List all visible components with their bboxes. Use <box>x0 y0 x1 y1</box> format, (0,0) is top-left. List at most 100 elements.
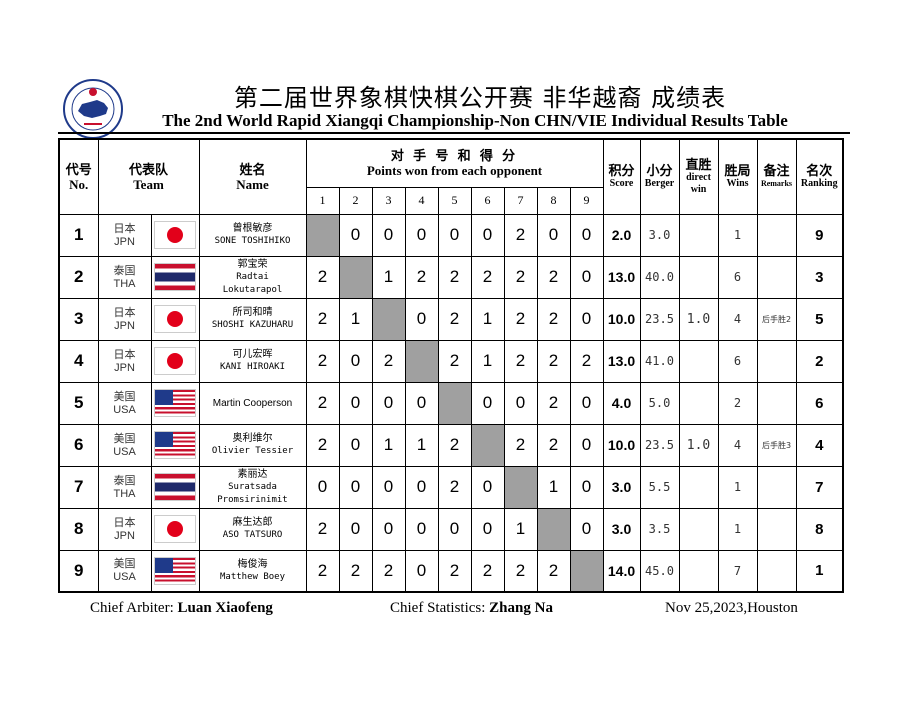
points-cell: 2 <box>305 297 340 341</box>
points-cell: 2 <box>437 339 472 383</box>
results-table: 代号 No. 代表队 Team 姓名 Name 对 手 号 和 得 分 Points … <box>58 138 844 593</box>
score-cell: 13.0 <box>602 255 641 299</box>
remarks-cell <box>756 213 797 257</box>
header-wins: 胜局 Wins <box>717 138 758 215</box>
direct-win-cell <box>678 465 719 509</box>
player-row: 8 日本 JPN 麻生达郎 ASO TATSURO 2 0 0 0 0 0 1 0 3.0 3.5 1 8 <box>58 507 844 551</box>
berger-cell: 41.0 <box>639 339 680 383</box>
player-name-cn: 所司和晴 <box>232 307 273 318</box>
player-number: 1 <box>58 213 99 257</box>
points-cell: 2 <box>338 549 373 593</box>
chief-statistics: Chief Statistics: Zhang Na <box>390 600 553 616</box>
wins-cell: 6 <box>717 255 758 299</box>
thailand-flag <box>154 263 196 291</box>
team-name-cn: 日本 <box>113 347 136 361</box>
player-row: 3 日本 JPN 所司和晴 SHOSHI KAZUHARU 2 1 0 2 1 2 2 0 10.0 23.… <box>58 297 844 341</box>
flag-cell <box>150 339 200 383</box>
points-cell: 1 <box>536 465 571 509</box>
self-match-cell <box>503 465 538 509</box>
berger-cell: 5.0 <box>639 381 680 425</box>
flag-cell <box>150 507 200 551</box>
ranking-cell: 4 <box>795 423 844 467</box>
player-row: 6 美国 USA 奥利维尔 Olivier Tessier 2 0 1 1 2 2 2 0 10.0 23.… <box>58 423 844 467</box>
points-cell: 0 <box>569 213 604 257</box>
team-code: THA <box>113 277 136 290</box>
points-cell: 2 <box>536 381 571 425</box>
ranking-cell: 1 <box>795 549 844 593</box>
team-cell: 日本 JPN <box>97 297 152 341</box>
player-name-cell: 奥利维尔 Olivier Tessier <box>198 423 307 467</box>
points-cell: 2 <box>305 423 340 467</box>
points-cell: 0 <box>569 255 604 299</box>
points-cell: 0 <box>371 213 406 257</box>
points-cell: 1 <box>371 255 406 299</box>
berger-cell: 45.0 <box>639 549 680 593</box>
thailand-flag <box>154 473 196 501</box>
points-cell: 0 <box>569 423 604 467</box>
points-cell: 1 <box>338 297 373 341</box>
points-cell: 2 <box>305 507 340 551</box>
player-name-en: Radtai <box>236 271 269 282</box>
player-name-cn: 曾根敏彦 <box>232 223 273 234</box>
points-cell: 1 <box>470 297 505 341</box>
score-cell: 10.0 <box>602 297 641 341</box>
points-cell: 2 <box>437 549 472 593</box>
score-cell: 3.0 <box>602 507 641 551</box>
wins-cell: 1 <box>717 213 758 257</box>
wins-cell: 2 <box>717 381 758 425</box>
opponent-number: 1 <box>305 186 340 215</box>
team-code: USA <box>113 571 136 584</box>
self-match-cell <box>305 213 340 257</box>
remarks-cell <box>756 465 797 509</box>
points-cell: 0 <box>470 465 505 509</box>
flag-cell <box>150 297 200 341</box>
player-name-en: Matthew Boey <box>219 571 286 582</box>
opponent-number: 6 <box>470 186 505 215</box>
team-code: JPN <box>114 319 135 332</box>
player-name-cn: 麻生达郎 <box>232 517 273 528</box>
points-cell: 2 <box>371 339 406 383</box>
points-cell: 2 <box>536 297 571 341</box>
ranking-cell: 8 <box>795 507 844 551</box>
championship-logo <box>63 79 123 139</box>
player-number: 4 <box>58 339 99 383</box>
team-code: JPN <box>114 529 135 542</box>
points-cell: 0 <box>404 465 439 509</box>
opponent-number: 7 <box>503 186 538 215</box>
points-cell: 0 <box>338 381 373 425</box>
points-cell: 0 <box>338 423 373 467</box>
player-name-en: Martin Cooperson <box>212 397 293 409</box>
points-cell: 0 <box>437 507 472 551</box>
points-cell: 0 <box>338 213 373 257</box>
player-name-cell: 可儿宏晖 KANI HIROAKI <box>198 339 307 383</box>
flag-cell <box>150 423 200 467</box>
japan-flag <box>154 305 196 333</box>
points-cell: 2 <box>437 297 472 341</box>
points-cell: 0 <box>371 507 406 551</box>
player-name-en-line2: Lokutarapol <box>222 284 283 295</box>
player-number: 2 <box>58 255 99 299</box>
opponent-number: 3 <box>371 186 406 215</box>
team-cell: 日本 JPN <box>97 507 152 551</box>
points-cell: 2 <box>503 339 538 383</box>
points-cell: 2 <box>470 549 505 593</box>
team-cell: 美国 USA <box>97 381 152 425</box>
date-place: Nov 25,2023,Houston <box>665 600 798 616</box>
player-name-cell: 郭宝荣 Radtai Lokutarapol <box>198 255 307 299</box>
team-name-cn: 日本 <box>113 221 136 235</box>
points-cell: 0 <box>404 213 439 257</box>
header-ranking: 名次 Ranking <box>795 138 844 215</box>
points-cell: 1 <box>503 507 538 551</box>
points-cell: 2 <box>305 339 340 383</box>
opponent-number: 2 <box>338 186 373 215</box>
points-cell: 0 <box>569 507 604 551</box>
points-cell: 2 <box>305 549 340 593</box>
points-cell: 2 <box>305 381 340 425</box>
points-cell: 0 <box>470 213 505 257</box>
header-name: 姓名 Name <box>198 138 307 215</box>
wins-cell: 1 <box>717 465 758 509</box>
self-match-cell <box>569 549 604 593</box>
header-score: 积分 Score <box>602 138 641 215</box>
points-cell: 2 <box>437 255 472 299</box>
flag-cell <box>150 381 200 425</box>
